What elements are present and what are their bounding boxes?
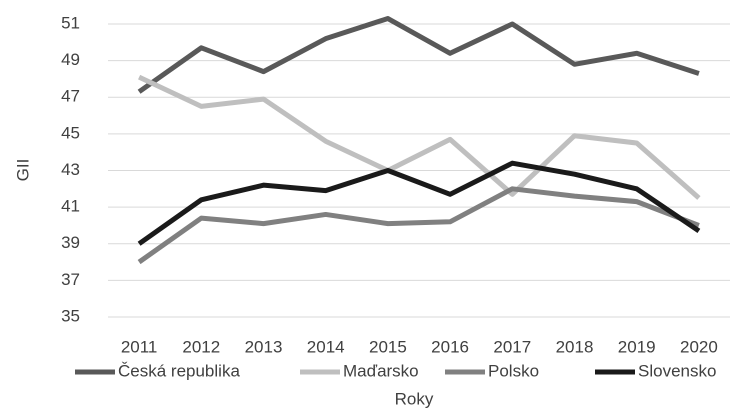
- y-tick-label: 45: [61, 123, 80, 142]
- y-tick-label: 39: [61, 233, 80, 252]
- y-tick-label: 43: [61, 160, 80, 179]
- x-tick-label: 2012: [182, 337, 220, 356]
- x-tick-label: 2018: [556, 337, 594, 356]
- y-tick-label: 35: [61, 306, 80, 325]
- x-tick-label: 2013: [245, 337, 283, 356]
- x-tick-label: 2014: [307, 337, 345, 356]
- x-tick-label: 2015: [369, 337, 407, 356]
- line-series: [138, 74, 701, 200]
- x-tick-label: 2017: [493, 337, 531, 356]
- y-tick-label: 51: [61, 13, 80, 32]
- line-series: [137, 16, 700, 94]
- y-axis-title: GII: [13, 159, 32, 182]
- x-tick-label: 2019: [618, 337, 656, 356]
- x-tick-label: 2016: [431, 337, 469, 356]
- legend-label: Slovensko: [638, 361, 716, 380]
- x-tick-label: 2011: [121, 337, 158, 356]
- y-tick-label: 47: [61, 87, 80, 106]
- line-series: [137, 186, 700, 265]
- y-tick-label: 37: [61, 270, 80, 289]
- y-tick-label: 49: [61, 50, 80, 69]
- legend-label: Česká republika: [118, 361, 240, 380]
- x-tick-label: 2020: [680, 337, 718, 356]
- legend-label: Polsko: [488, 361, 539, 380]
- legend-label: Maďarsko: [343, 361, 419, 380]
- y-tick-label: 41: [61, 197, 80, 216]
- x-axis-title: Roky: [395, 389, 434, 408]
- line-series: [137, 160, 701, 246]
